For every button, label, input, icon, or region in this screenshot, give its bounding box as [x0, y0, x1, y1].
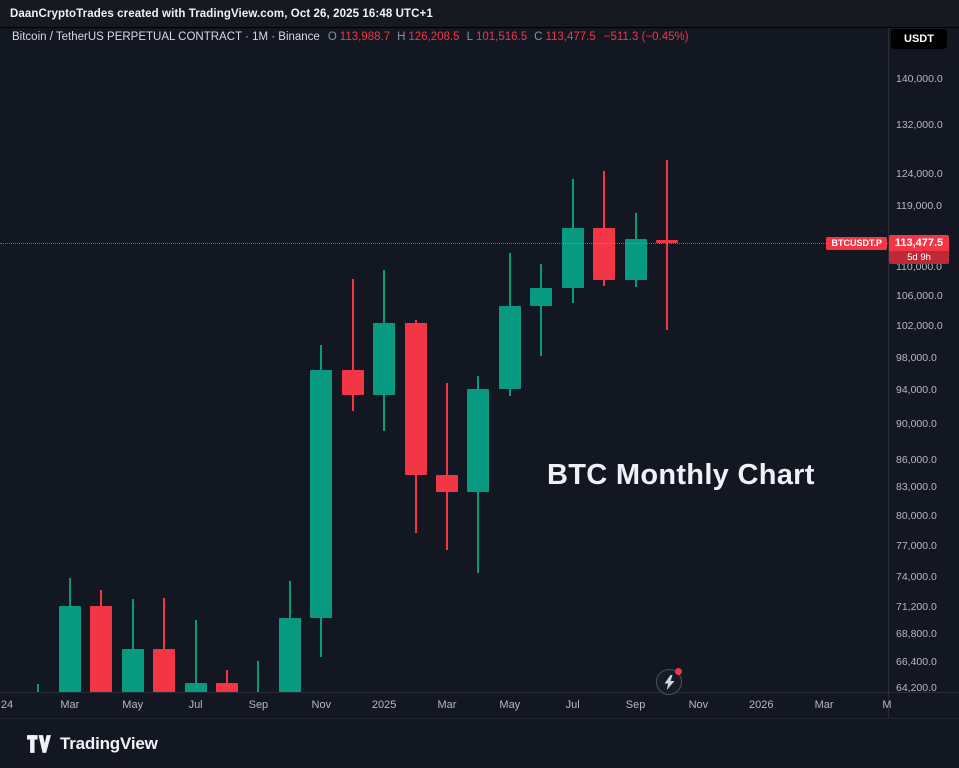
- ohlc-values: O 113,988.7 H 126,208.5 L 101,516.5 C 113,477.5: [328, 31, 596, 43]
- candle-body: [530, 287, 553, 307]
- last-price-label: 113,477.5 5d 9h: [889, 235, 949, 264]
- candle-body: [184, 682, 207, 692]
- candle-body: [90, 606, 113, 692]
- tradingview-logo[interactable]: TradingView: [27, 734, 158, 754]
- time-axis-label: Mar: [814, 699, 834, 711]
- time-axis-label: Mar: [437, 699, 457, 711]
- candle-body: [656, 239, 678, 244]
- bar-countdown: 5d 9h: [889, 251, 949, 264]
- candle-body: [593, 227, 616, 280]
- time-axis-label: 2025: [371, 699, 397, 711]
- candle-wick: [194, 619, 197, 692]
- price-axis-label: 98,000.0: [896, 352, 937, 364]
- time-axis-label: May: [499, 699, 521, 711]
- price-axis-label: 90,000.0: [896, 418, 937, 430]
- time-axis-label: May: [122, 699, 144, 711]
- candle-body: [58, 606, 81, 692]
- time-axis-label: 2026: [749, 699, 774, 711]
- time-axis-label: 24: [0, 699, 14, 711]
- currency-toggle-button[interactable]: USDT: [891, 29, 947, 49]
- attribution-bar: DaanCryptoTrades created with TradingVie…: [0, 0, 959, 28]
- candle-wick: [666, 160, 668, 331]
- symbol-info-bar: Bitcoin / TetherUS PERPETUAL CONTRACT · …: [12, 31, 689, 43]
- tradingview-logo-icon: [27, 734, 51, 753]
- price-axis-label: 77,000.0: [896, 540, 937, 552]
- price-axis-label: 66,400.0: [896, 656, 937, 668]
- ohlc-key: O: [327, 31, 337, 43]
- price-axis-label: 80,000.0: [896, 510, 937, 522]
- price-change: −511.3 (−0.45%): [603, 31, 689, 43]
- price-axis-label: 110,000.0: [896, 261, 942, 273]
- time-axis-label: Sep: [625, 699, 646, 711]
- time-axis-labels: 24 Mar May Jul Sep Nov 2025 Mar May Jul Sep Nov 2026…: [0, 693, 893, 719]
- time-axis-label: Nov: [688, 699, 709, 711]
- price-axis-label: 86,000.0: [896, 454, 937, 466]
- attribution-text: DaanCryptoTrades created with TradingVie…: [10, 7, 433, 20]
- ohlc-value: 126,208.5: [408, 31, 460, 43]
- price-line-symbol-label: BTCUSDT.P: [826, 237, 887, 250]
- time-axis-label: Sep: [248, 699, 269, 711]
- notification-dot: [675, 668, 682, 675]
- ohlc-key: C: [534, 31, 543, 43]
- candle-body: [310, 370, 333, 619]
- price-axis-label: 94,000.0: [896, 384, 937, 396]
- candle-body: [121, 649, 144, 692]
- candle-wick: [351, 279, 354, 411]
- candle-wick: [37, 683, 40, 692]
- tradingview-logo-text: TradingView: [60, 733, 158, 753]
- chart-annotation-text: BTC Monthly Chart: [547, 459, 815, 491]
- candle-body: [498, 306, 521, 389]
- price-axis-label: 83,000.0: [896, 481, 937, 493]
- candle-wick: [446, 382, 448, 550]
- price-axis-label: 71,200.0: [896, 601, 937, 613]
- price-axis-label: 102,000.0: [896, 320, 943, 332]
- ohlc-value: 101,516.5: [475, 31, 528, 43]
- candle-wick: [257, 660, 260, 692]
- time-axis-label: M: [882, 699, 892, 711]
- candlestick-plot[interactable]: BTC Monthly Chart: [0, 0, 888, 692]
- price-axis-label: 132,000.0: [896, 119, 943, 131]
- ohlc-key: L: [466, 31, 473, 43]
- candle-body: [404, 323, 427, 475]
- price-axis-label: 64,200.0: [896, 682, 937, 694]
- candle-wick: [226, 670, 228, 692]
- candle-body: [341, 370, 364, 395]
- quick-trade-button[interactable]: [656, 668, 682, 695]
- candle-wick: [163, 598, 166, 692]
- lightning-icon: [664, 674, 674, 690]
- candle-body: [278, 618, 301, 692]
- time-axis-label: Jul: [188, 699, 203, 711]
- time-axis-label: Mar: [60, 699, 80, 711]
- price-axis-label: 68,800.0: [896, 628, 937, 640]
- ohlc-key: H: [397, 31, 406, 43]
- last-price-value: 113,477.5: [894, 237, 944, 249]
- price-axis-label: 140,000.0: [896, 73, 943, 85]
- price-axis[interactable]: 140,000.0 132,000.0 124,000.0 119,000.0 110,…: [888, 0, 959, 718]
- candle-wick: [540, 263, 543, 356]
- price-axis-label: 119,000.0: [896, 200, 942, 212]
- price-axis-label: 106,000.0: [896, 290, 943, 302]
- candle-body: [624, 239, 647, 280]
- candle-wick: [131, 598, 134, 692]
- time-axis-label: Nov: [311, 699, 332, 711]
- symbol-title[interactable]: Bitcoin / TetherUS PERPETUAL CONTRACT · …: [12, 31, 320, 43]
- candle-body: [561, 227, 584, 288]
- ohlc-value: 113,988.7: [339, 31, 391, 43]
- candle-body: [153, 649, 176, 692]
- price-axis-label: 124,000.0: [896, 168, 943, 180]
- footer-bar: TradingView: [0, 718, 959, 768]
- candle-body: [216, 682, 238, 692]
- candle-body: [436, 474, 458, 492]
- time-axis-label: Jul: [565, 699, 580, 711]
- candle-body: [467, 388, 490, 492]
- time-axis[interactable]: 24 Mar May Jul Sep Nov 2025 Mar May Jul Sep Nov 2026…: [0, 692, 959, 718]
- last-price-line: [0, 243, 888, 244]
- ohlc-value: 113,477.5: [545, 31, 596, 43]
- candle-body: [373, 323, 396, 395]
- price-axis-label: 74,000.0: [896, 571, 937, 583]
